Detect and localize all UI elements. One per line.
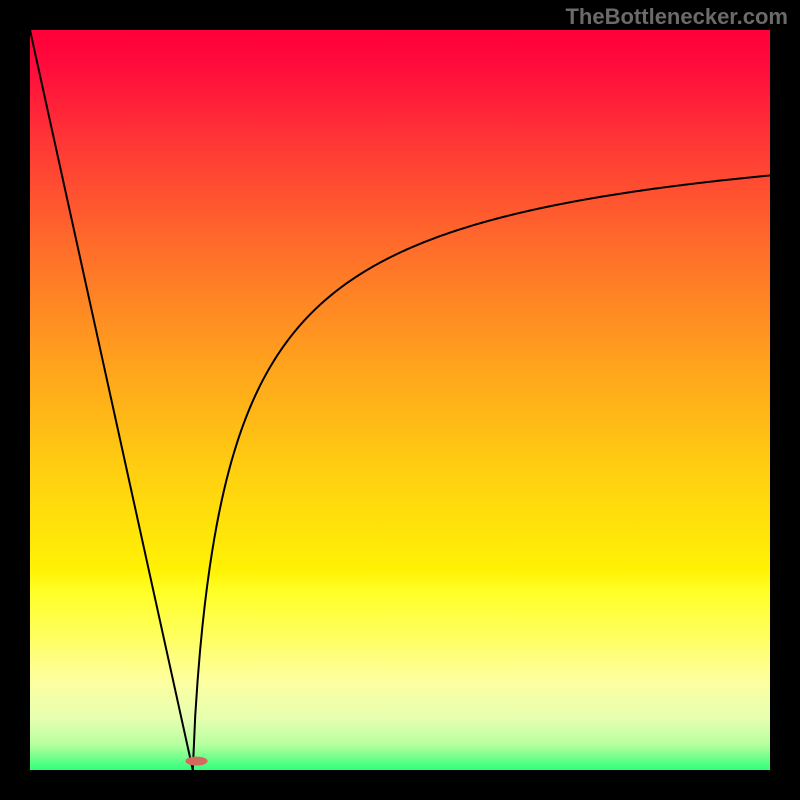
- bottleneck-plot: [0, 0, 800, 800]
- plot-background-gradient: [30, 30, 770, 770]
- chart-container: TheBottlenecker.com: [0, 0, 800, 800]
- watermark-text: TheBottlenecker.com: [565, 4, 788, 30]
- optimal-marker: [185, 757, 207, 766]
